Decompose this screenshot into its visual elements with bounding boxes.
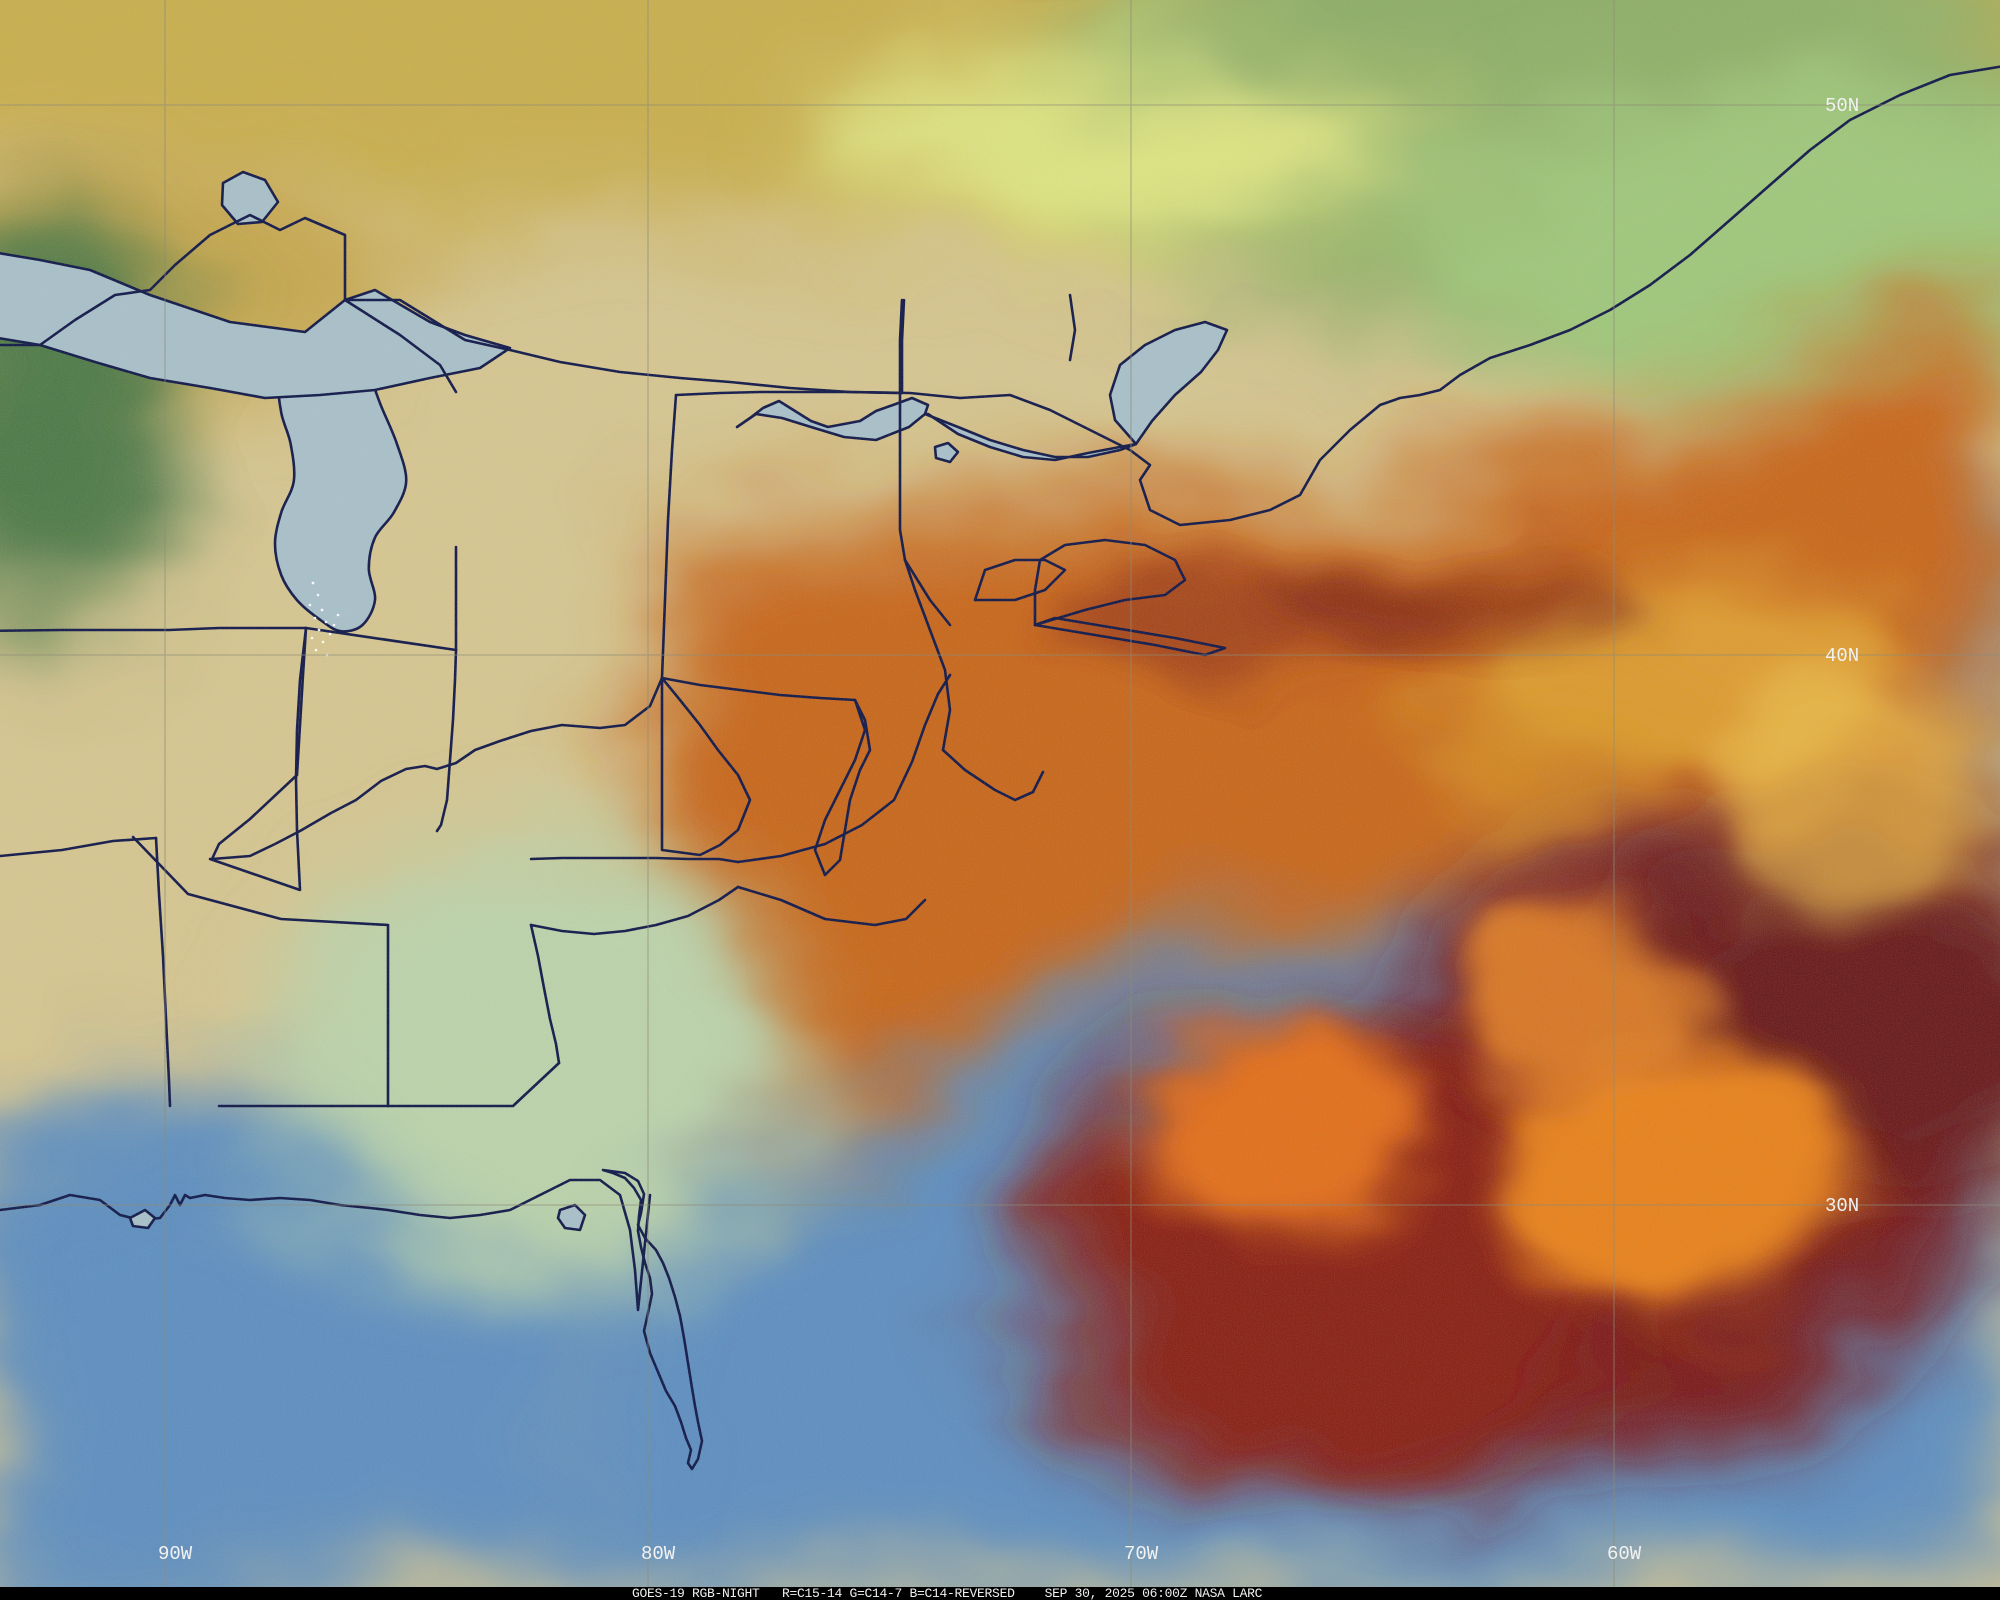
svg-text:50N: 50N <box>1825 95 1859 117</box>
svg-text:40N: 40N <box>1825 645 1859 667</box>
svg-text:90W: 90W <box>158 1543 193 1565</box>
svg-text:60W: 60W <box>1607 1543 1642 1565</box>
svg-text:80W: 80W <box>641 1543 676 1565</box>
svg-text:30N: 30N <box>1825 1195 1859 1217</box>
svg-text:70W: 70W <box>1124 1543 1159 1565</box>
